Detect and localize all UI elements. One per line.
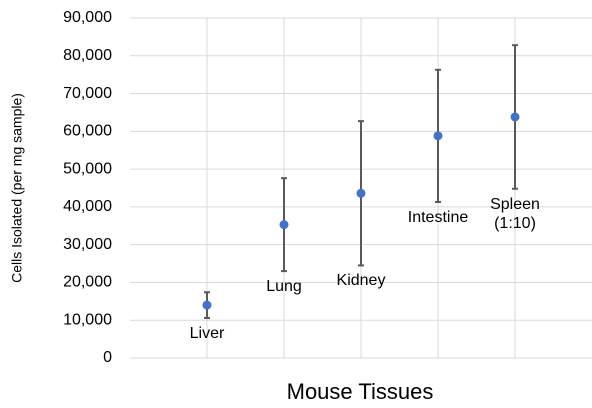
y-tick-label: 0: [103, 349, 112, 366]
data-point: [356, 188, 366, 198]
y-tick-label: 60,000: [63, 123, 112, 140]
y-tick-label: 70,000: [63, 85, 112, 102]
point-label: Intestine: [407, 208, 469, 226]
label-box: Intestine: [407, 208, 469, 226]
y-tick-label: 90,000: [63, 9, 112, 26]
data-point: [202, 300, 212, 310]
y-tick-label: 10,000: [63, 311, 112, 328]
y-tick-label: 40,000: [63, 198, 112, 215]
data-point: [510, 112, 520, 122]
label-box: Lung: [266, 278, 302, 296]
y-tick-label: 30,000: [63, 236, 112, 253]
point-label: Spleen (1:10): [490, 195, 540, 232]
y-tick-label: 50,000: [63, 160, 112, 177]
data-point: [433, 131, 443, 141]
point-label: Lung: [266, 278, 302, 296]
point-label: Liver: [189, 324, 225, 342]
label-box: Liver: [189, 324, 225, 342]
y-tick-label: 80,000: [63, 47, 112, 64]
x-axis-title: Mouse Tissues: [287, 379, 434, 404]
y-tick-label: 20,000: [63, 274, 112, 291]
y-axis-title: Cells Isolated (per mg sample): [9, 93, 25, 283]
data-point: [279, 220, 289, 230]
label-box: Spleen (1:10): [490, 195, 540, 232]
point-label: Kidney: [336, 272, 386, 290]
label-box: Kidney: [336, 272, 386, 290]
